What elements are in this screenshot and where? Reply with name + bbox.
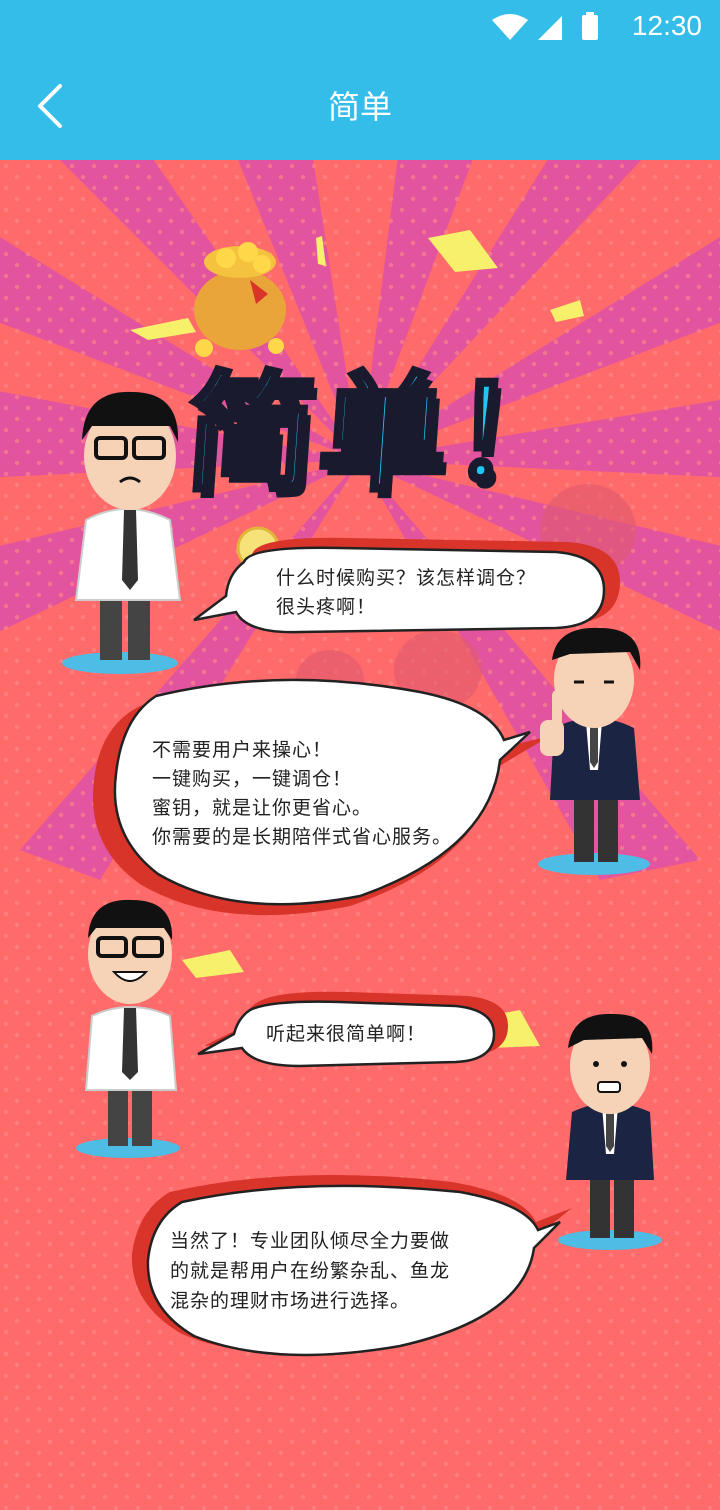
speech-bubble-3	[197, 991, 508, 1068]
signal-icon	[538, 16, 562, 40]
status-icons	[492, 12, 598, 40]
battery-icon	[582, 15, 598, 40]
money-bag-icon	[194, 242, 286, 357]
poster-background	[0, 160, 720, 1510]
status-bar: 12:30	[0, 0, 720, 52]
status-time: 12:30	[631, 10, 702, 41]
speech-bubble-4	[131, 1174, 572, 1357]
app-bar: 简单	[0, 52, 720, 160]
speech-bubble-1	[193, 537, 620, 634]
character-happy	[76, 899, 180, 1158]
bubble-4-text: 当然了！专业团队倾尽全力要做 的就是帮用户在纷繁杂乱、鱼龙 混杂的理财市场进行选…	[170, 1230, 451, 1312]
speech-bubble-2	[92, 678, 550, 916]
bubble-3-text: 听起来很简单啊！	[266, 1023, 427, 1045]
headline: 简单！	[179, 358, 590, 512]
character-explaining	[538, 627, 650, 875]
bubble-1-text: 什么时候购买？该怎样调仓？ 很头疼啊！	[276, 567, 537, 618]
chevron-left-icon	[38, 84, 62, 128]
character-answering	[558, 1013, 662, 1250]
comic-poster: 简单！ 什么时候购买？该怎样调仓？ 很头疼啊！ 不需要用户来操心！ 一键购买，一…	[0, 160, 720, 1510]
wifi-icon	[492, 14, 528, 40]
character-worried	[62, 391, 182, 674]
bubble-2-text: 不需要用户来操心！ 一键购买，一键调仓！ 蜜钥，就是让你更省心。 你需要的是长期…	[152, 739, 453, 848]
page-title: 简单	[327, 88, 392, 126]
back-button[interactable]	[24, 74, 84, 138]
